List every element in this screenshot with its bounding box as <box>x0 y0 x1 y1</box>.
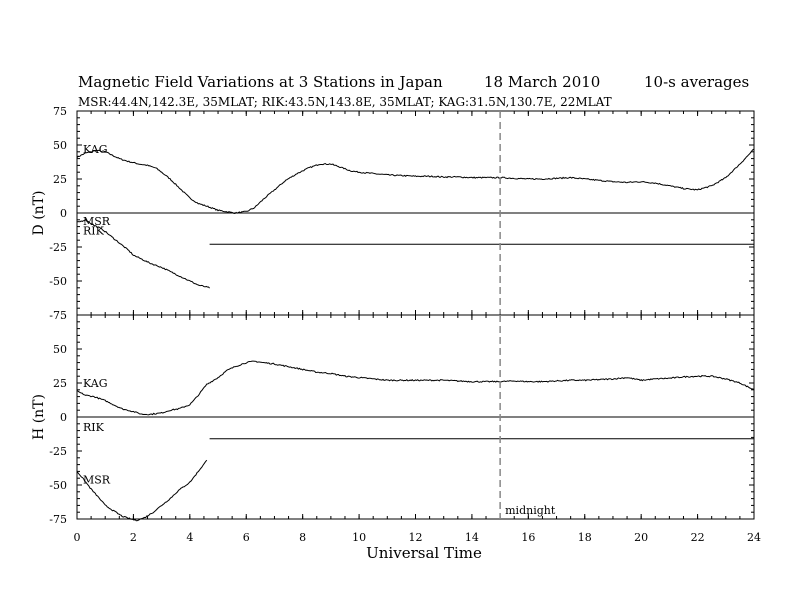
x-tick-label: 14 <box>465 531 479 544</box>
y-tick-label: -75 <box>49 309 67 322</box>
series-D-KAG <box>76 148 755 215</box>
y-tick-label: -25 <box>49 445 67 458</box>
x-tick-label: 6 <box>243 531 250 544</box>
series-label-RIK: RIK <box>83 421 105 434</box>
y-tick-label: 75 <box>53 105 67 118</box>
series-label-MSR: MSR <box>83 473 111 486</box>
x-tick-label: 18 <box>578 531 592 544</box>
y-tick-label: 50 <box>53 139 67 152</box>
chart-averaging-note: 10-s averages <box>644 73 749 91</box>
x-tick-label: 16 <box>521 531 535 544</box>
series-D-RIK <box>76 218 210 289</box>
x-tick-label: 8 <box>299 531 306 544</box>
y-tick-label: -50 <box>49 479 67 492</box>
y-tick-label: -50 <box>49 275 67 288</box>
chart-subtitle: MSR:44.4N,142.3E, 35MLAT; RIK:43.5N,143.… <box>78 95 612 109</box>
y-tick-label: -75 <box>49 513 67 526</box>
y-tick-label: 25 <box>53 377 67 390</box>
x-tick-label: 20 <box>634 531 648 544</box>
series-H-KAG <box>76 360 755 416</box>
series-label-RIK: RIK <box>83 225 105 238</box>
y-tick-label: 50 <box>53 343 67 356</box>
chart-date: 18 March 2010 <box>484 73 600 91</box>
x-tick-label: 22 <box>691 531 705 544</box>
y-tick-label: 0 <box>60 411 67 424</box>
series-label-KAG: KAG <box>83 377 108 390</box>
x-tick-label: 2 <box>130 531 137 544</box>
x-tick-label: 0 <box>74 531 81 544</box>
x-tick-label: 4 <box>186 531 193 544</box>
x-tick-label: 12 <box>409 531 423 544</box>
panel-H: 50 25 0 -25 -50 -75 H (nT) KAG RIK MSR <box>31 314 755 526</box>
x-tick-label: 10 <box>352 531 366 544</box>
y-axis-label-D: D (nT) <box>31 191 47 236</box>
y-tick-label: -25 <box>49 241 67 254</box>
series-label-MSR: MSR <box>83 215 111 228</box>
x-tick-label: 24 <box>747 531 761 544</box>
series-label-KAG: KAG <box>83 143 108 156</box>
y-axis-label-H: H (nT) <box>31 394 47 440</box>
x-axis-label: Universal Time <box>366 544 482 562</box>
series-H-MSR <box>76 459 208 522</box>
chart-title: Magnetic Field Variations at 3 Stations … <box>78 73 443 91</box>
y-tick-label: 0 <box>60 207 67 220</box>
midnight-label: midnight <box>505 504 556 517</box>
y-tick-label: 25 <box>53 173 67 186</box>
